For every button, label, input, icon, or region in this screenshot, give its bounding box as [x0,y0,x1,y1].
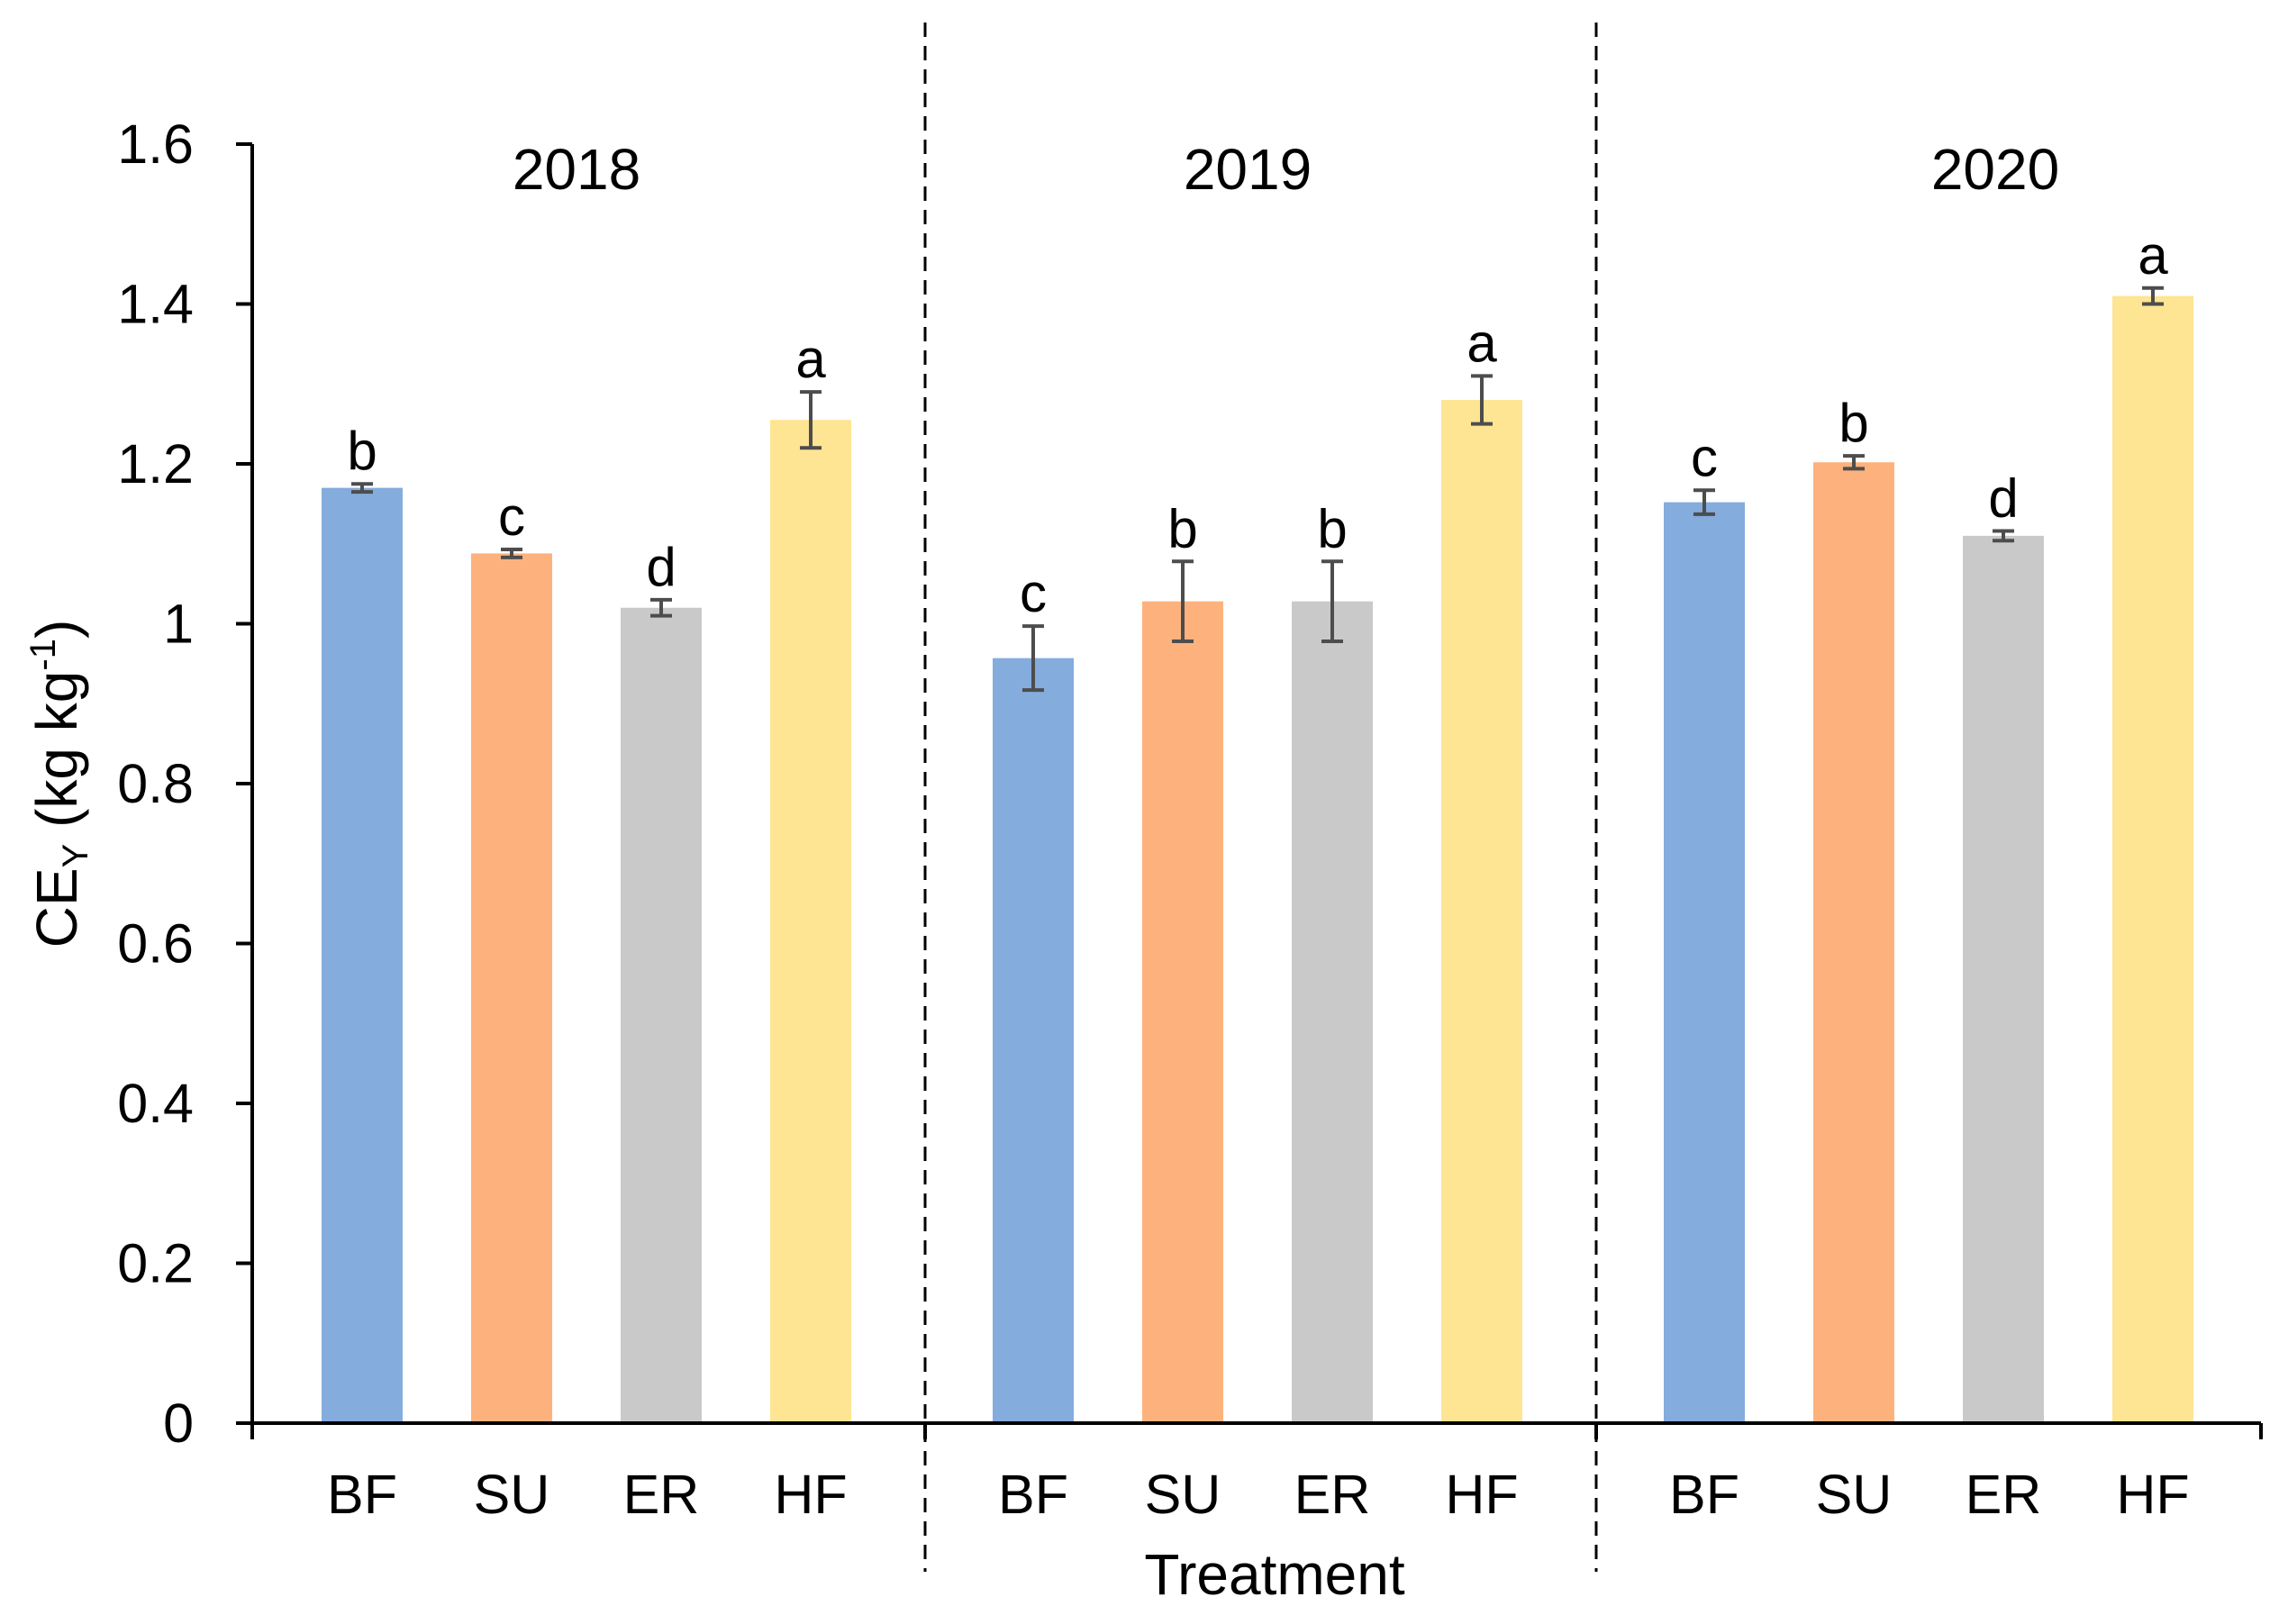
x-tick-label-2018-su: SU [474,1464,550,1525]
y-axis-title-main: CE [24,867,89,948]
x-tick-label-2020-bf: BF [1669,1464,1739,1525]
significance-letter-2020-su: b [1839,393,1868,453]
significance-letter-2020-hf: a [2138,225,2168,286]
bar-2020-hf [2112,295,2193,1423]
bar-2018-er [621,607,702,1423]
x-tick-label-2019-bf: BF [998,1464,1068,1525]
x-tick-label-2018-bf: BF [327,1464,397,1525]
bar-2020-bf [1664,502,1745,1423]
y-tick-label: 1.2 [117,433,194,494]
bar-2020-su [1813,462,1894,1423]
y-tick-label: 0.8 [117,753,194,814]
bar-2019-er [1292,601,1373,1423]
significance-letter-2020-er: d [1988,468,2018,529]
significance-letter-2019-hf: a [1466,313,1497,373]
y-tick-label: 0.6 [117,913,194,975]
y-tick-label: 1.4 [117,274,194,335]
y-tick-label: 1.6 [117,113,194,175]
bar-2018-su [471,553,552,1423]
significance-letter-2020-bf: c [1691,427,1718,487]
y-axis-title-subscript: Y [56,844,95,868]
bar-2019-hf [1441,400,1522,1423]
significance-letter-2019-bf: c [1020,563,1047,623]
significance-letter-2018-bf: b [347,421,377,481]
significance-letter-2019-su: b [1167,498,1197,558]
y-axis-title-superscript: -1 [23,639,63,671]
significance-letter-2018-hf: a [795,329,826,389]
year-label-2019: 2019 [1184,137,1312,202]
y-axis-title-units-close: ) [24,620,89,639]
plot-area: b BF c SU d ER a HF 2018 c BF b SU b ER a HF 2019 c BF b SU d E… [23,23,2263,1607]
significance-letter-2019-er: b [1317,498,1347,558]
x-tick-label-2018-er: ER [623,1464,700,1525]
x-tick-label-2020-hf: HF [2116,1464,2189,1525]
bar-2019-bf [993,658,1074,1423]
x-tick-label-2020-er: ER [1966,1464,2042,1525]
bar-2020-er [1963,535,2044,1423]
significance-letter-2018-su: c [498,486,525,547]
bar-2018-bf [322,487,403,1423]
x-tick-label-2019-er: ER [1294,1464,1371,1525]
y-tick-label: 0.4 [117,1073,194,1134]
y-tick-label: 0.2 [117,1233,194,1294]
year-label-2020: 2020 [1931,137,2059,202]
bar-2019-su [1142,601,1223,1423]
x-axis-title: Treatment [1144,1542,1405,1607]
bar-2018-hf [770,420,851,1423]
x-tick-label-2019-su: SU [1145,1464,1221,1525]
year-label-2018: 2018 [513,137,640,202]
y-tick-label: 0 [163,1393,194,1454]
x-tick-label-2019-hf: HF [1445,1464,1518,1525]
y-axis-title: CEY (kg kg-1) [23,620,95,948]
x-tick-label-2018-hf: HF [774,1464,847,1525]
y-tick-label: 1 [163,594,194,655]
significance-letter-2018-er: d [646,537,676,597]
y-axis-title-units: (kg kg [24,671,89,844]
x-tick-label-2020-su: SU [1816,1464,1893,1525]
